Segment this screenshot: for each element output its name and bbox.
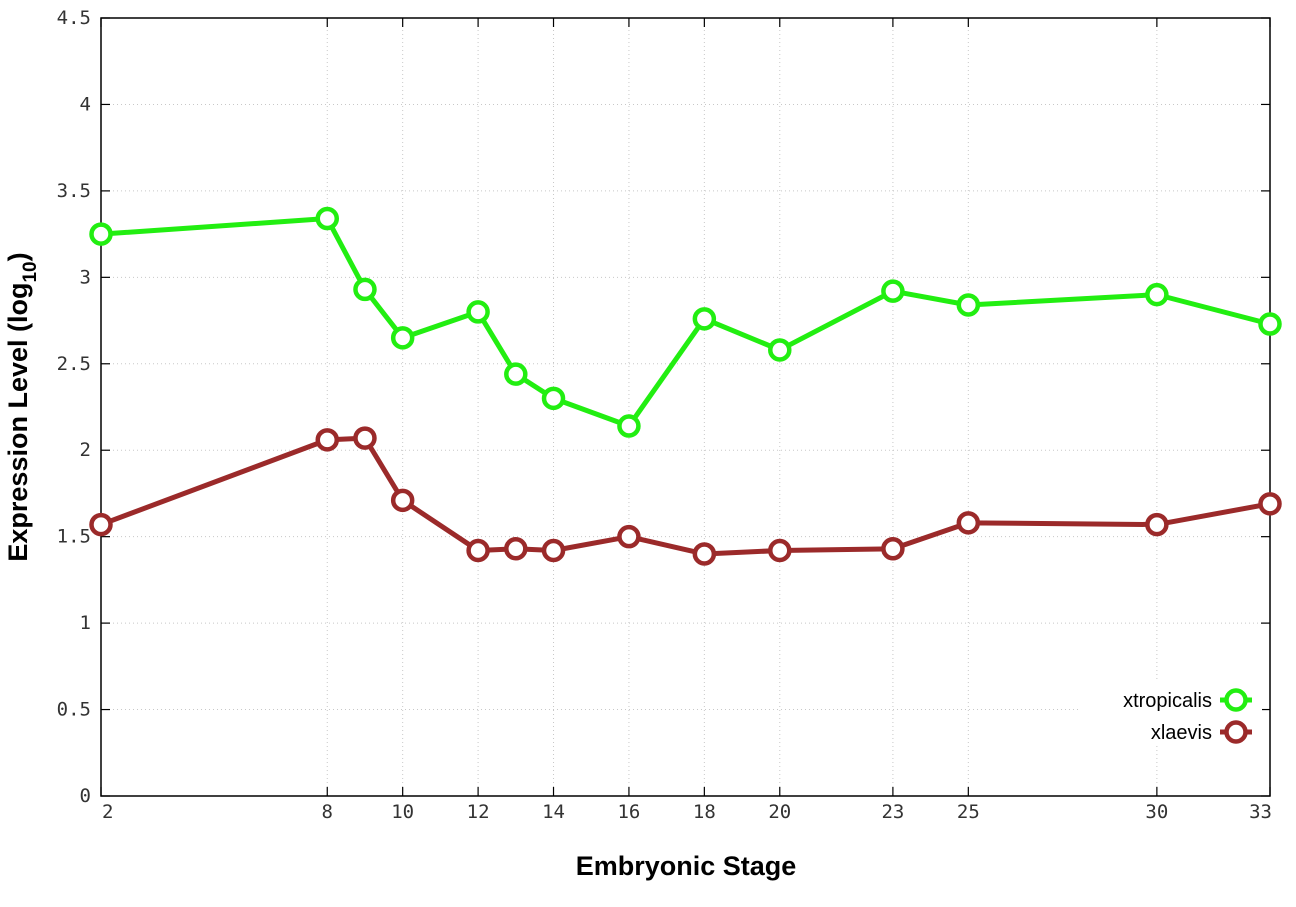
- data-point: [541, 538, 566, 563]
- y-tick-label: 1: [80, 612, 91, 634]
- y-tick-label: 2: [80, 439, 91, 461]
- x-tick-label: 33: [1249, 801, 1272, 823]
- legend-label: xtropicalis: [1123, 690, 1212, 712]
- y-axis-title: Expression Level (log10): [3, 252, 41, 561]
- data-point: [315, 428, 340, 452]
- x-axis-title: Embryonic Stage: [576, 851, 797, 881]
- x-tick-labels: 2 8 10 12 14 16 18 20 23 25 30 33: [102, 801, 1272, 823]
- data-point: [541, 386, 566, 411]
- x-tick-label: 10: [391, 801, 414, 823]
- series-xlaevis: [89, 426, 1282, 566]
- legend-item-xtropicalis: xtropicalis: [1123, 688, 1252, 712]
- y-tick-label: 0.5: [57, 699, 91, 721]
- x-tick-label: 30: [1145, 801, 1168, 823]
- data-point: [1145, 282, 1169, 307]
- y-axis-title-main: Expression Level (log: [3, 283, 33, 562]
- grid: [101, 18, 1270, 796]
- y-tick-label: 3: [80, 266, 91, 288]
- data-point: [466, 538, 490, 563]
- x-tick-label: 16: [617, 801, 640, 823]
- x-tick-label: 14: [542, 801, 565, 823]
- data-point: [956, 511, 981, 535]
- legend-marker: [1224, 720, 1248, 744]
- data-point: [390, 488, 415, 513]
- data-point: [1258, 312, 1282, 336]
- data-point: [768, 538, 792, 563]
- y-tick-label: 1.5: [57, 526, 91, 548]
- x-tick-label: 8: [322, 801, 333, 823]
- data-point: [881, 537, 905, 561]
- y-tick-label: 2.5: [57, 353, 91, 375]
- legend-item-xlaevis: xlaevis: [1151, 720, 1252, 744]
- x-tick-label: 20: [768, 801, 791, 823]
- plot-frame: [100, 17, 1271, 797]
- data-point: [768, 338, 792, 362]
- data-point: [504, 362, 528, 386]
- legend-marker: [1224, 688, 1248, 712]
- data-point: [692, 542, 717, 566]
- data-point: [617, 414, 641, 438]
- x-tick-label: 23: [881, 801, 904, 823]
- y-axis-title-close: ): [3, 252, 33, 261]
- data-point: [881, 279, 905, 303]
- y-axis-title-subscript: 10: [20, 261, 41, 282]
- y-tick-label: 3.5: [57, 180, 91, 202]
- data-point: [1258, 492, 1282, 516]
- data-point: [89, 512, 113, 537]
- series-line: [100, 216, 1271, 429]
- data-point: [504, 537, 528, 561]
- data-point: [89, 222, 113, 246]
- data-point: [353, 426, 377, 450]
- data-point: [353, 277, 377, 302]
- data-point: [315, 206, 340, 231]
- data-point: [692, 307, 717, 331]
- y-tick-labels: 0 0.5 1 1.5 2 2.5 3 3.5 4 4.5: [57, 7, 91, 807]
- legend-label: xlaevis: [1151, 722, 1212, 744]
- x-tick-label: 25: [957, 801, 980, 823]
- data-point: [390, 326, 415, 350]
- x-tick-label: 18: [693, 801, 716, 823]
- x-tick-label: 2: [102, 801, 113, 823]
- x-tick-label: 12: [467, 801, 490, 823]
- tick-marks: [100, 17, 1271, 797]
- data-point: [1145, 512, 1169, 537]
- data-point: [617, 524, 641, 549]
- series-line: [100, 435, 1271, 557]
- data-point: [466, 300, 490, 324]
- data-point: [956, 293, 981, 317]
- y-tick-label: 4.5: [57, 7, 91, 29]
- series-xtropicalis: [89, 206, 1282, 438]
- series-lines: [89, 206, 1282, 566]
- legend: xtropicalis xlaevis: [1080, 682, 1262, 746]
- y-tick-label: 0: [80, 785, 91, 807]
- y-tick-label: 4: [80, 93, 91, 115]
